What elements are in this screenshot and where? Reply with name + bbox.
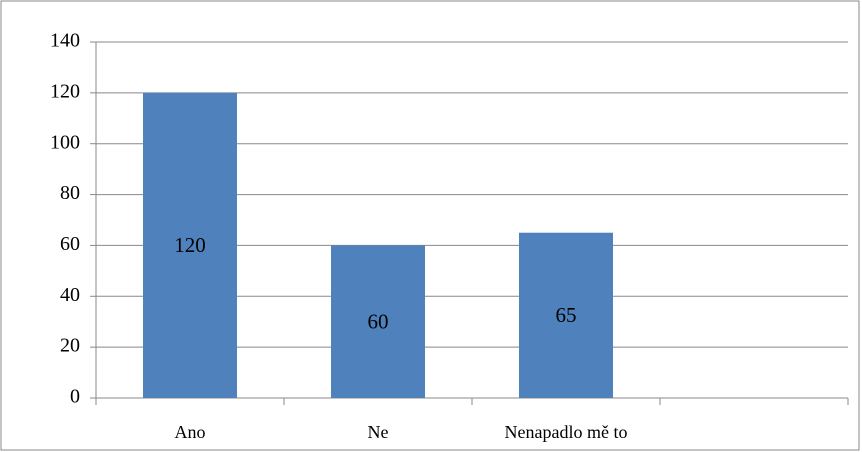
bar [519,232,613,398]
data-label: 65 [556,303,577,327]
x-tick-label: Ne [368,422,389,442]
bar [143,92,237,398]
y-tick-label: 100 [50,131,80,153]
data-label: 120 [174,233,206,257]
y-tick-label: 0 [70,386,80,408]
y-tick-label: 120 [50,80,80,102]
y-tick-label: 20 [60,335,80,357]
x-tick-label: Nenapadlo mě to [505,422,628,442]
x-tick-label: Ano [175,422,206,442]
y-tick-label: 40 [60,284,80,306]
y-tick-label: 80 [60,182,80,204]
data-label: 60 [368,310,389,334]
y-tick-label: 140 [50,30,80,52]
bar [331,245,425,398]
y-tick-label: 60 [60,233,80,255]
